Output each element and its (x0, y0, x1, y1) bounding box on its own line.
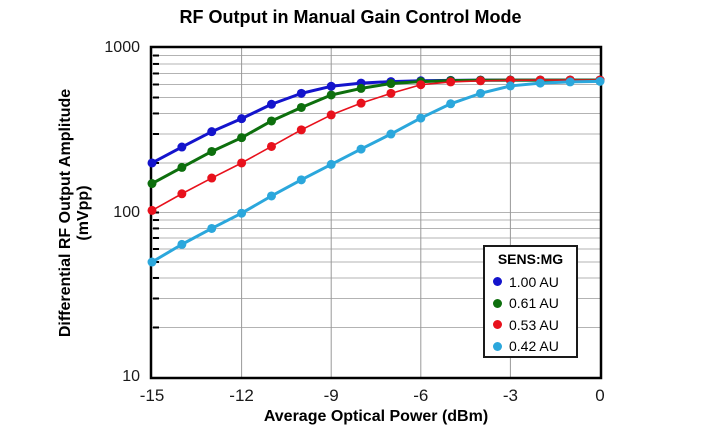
legend-label: 1.00 AU (509, 273, 559, 290)
x-tick-label: -9 (323, 386, 339, 405)
data-point-0.61-AU (386, 79, 396, 89)
legend-label: 0.42 AU (509, 338, 559, 355)
data-point-0.61-AU (237, 133, 247, 143)
data-point-0.42-AU (446, 99, 456, 109)
data-point-0.42-AU (535, 78, 545, 88)
data-point-0.42-AU (177, 239, 187, 249)
data-point-0.53-AU (416, 80, 426, 90)
series-line-0.42-AU (150, 79, 602, 264)
x-tick-label: -12 (229, 386, 254, 405)
data-point-0.42-AU (356, 144, 366, 154)
data-point-0.42-AU (386, 129, 396, 139)
legend-marker-icon (493, 341, 502, 351)
x-tick-label: -15 (139, 386, 165, 405)
data-point-0.42-AU (565, 77, 575, 87)
legend-marker-icon (493, 320, 502, 330)
data-point-0.53-AU (446, 77, 456, 87)
legend-entry: 0.42 AU (485, 336, 576, 358)
data-point-0.42-AU (147, 257, 157, 267)
data-point-1.00-AU (296, 88, 306, 98)
y-tick-label: 1000 (104, 39, 140, 56)
series-line-1.00-AU (150, 78, 602, 165)
data-point-1.00-AU (326, 81, 336, 91)
legend-entry: 1.00 AU (485, 271, 576, 293)
legend: SENS:MG 1.00 AU 0.61 AU 0.53 AU 0.42 AU (483, 245, 578, 358)
data-point-0.42-AU (237, 208, 247, 218)
data-point-0.61-AU (147, 179, 157, 189)
data-point-0.61-AU (326, 90, 336, 100)
data-point-0.53-AU (326, 110, 336, 120)
data-point-1.00-AU (237, 114, 247, 124)
legend-label: 0.53 AU (509, 316, 559, 333)
x-tick-label: -3 (502, 386, 518, 405)
legend-marker-icon (493, 298, 502, 308)
data-point-0.42-AU (296, 175, 306, 185)
data-point-0.53-AU (296, 125, 306, 135)
data-point-0.61-AU (296, 102, 306, 112)
y-tick-label: 10 (122, 368, 140, 385)
x-tick-label: -6 (413, 386, 429, 405)
data-point-0.53-AU (476, 76, 486, 86)
data-point-0.42-AU (476, 88, 486, 98)
data-point-0.61-AU (356, 83, 366, 93)
legend-entries: 1.00 AU 0.61 AU 0.53 AU 0.42 AU (485, 271, 576, 357)
data-point-0.42-AU (326, 159, 336, 169)
data-point-0.53-AU (266, 141, 276, 151)
data-point-0.53-AU (237, 158, 247, 168)
data-point-0.42-AU (595, 76, 605, 86)
y-tick-label: 100 (113, 203, 140, 221)
data-point-0.53-AU (207, 173, 217, 183)
data-point-0.61-AU (177, 162, 187, 172)
data-point-0.61-AU (207, 146, 217, 156)
data-point-1.00-AU (177, 142, 187, 152)
data-point-1.00-AU (266, 99, 276, 109)
data-point-0.42-AU (505, 81, 515, 91)
x-tick-label: 0 (595, 386, 605, 405)
legend-label: 0.61 AU (509, 295, 559, 312)
data-point-0.53-AU (356, 98, 366, 108)
data-point-0.42-AU (266, 191, 276, 201)
legend-title: SENS:MG (497, 251, 564, 267)
data-point-0.61-AU (266, 116, 276, 126)
data-point-0.53-AU (177, 189, 187, 199)
legend-entry: 0.53 AU (485, 314, 576, 336)
data-point-1.00-AU (147, 158, 157, 168)
x-axis-title: Average Optical Power (dBm) (263, 408, 489, 425)
data-point-0.53-AU (147, 205, 157, 215)
data-point-0.42-AU (207, 223, 217, 233)
data-point-1.00-AU (207, 127, 217, 137)
data-point-0.42-AU (416, 113, 426, 123)
series-line-0.61-AU (150, 78, 602, 186)
legend-entry: 0.61 AU (485, 293, 576, 315)
legend-marker-icon (493, 277, 502, 287)
series-line-0.53-AU (151, 79, 601, 212)
chart-title: RF Output in Manual Gain Control Mode (179, 7, 522, 27)
data-point-0.53-AU (386, 88, 396, 98)
